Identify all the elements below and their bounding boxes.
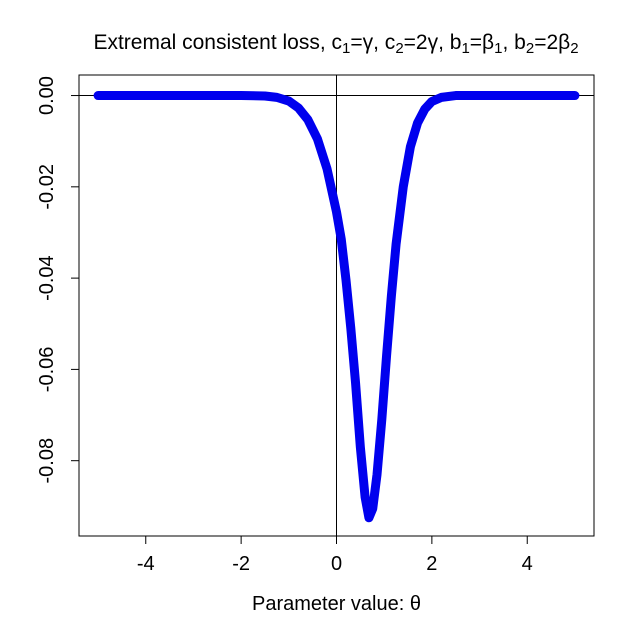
- title-segment: =2β: [534, 31, 570, 54]
- title-subscript: 2: [395, 40, 403, 57]
- x-tick-label: 0: [331, 553, 342, 575]
- y-axis: 0.00 -0.02 -0.04 -0.06 -0.08: [36, 76, 80, 484]
- title-subscript: 1: [461, 40, 469, 57]
- title-subscript: 1: [342, 40, 350, 57]
- title-segment: , b: [502, 31, 525, 54]
- y-tick-label: -0.08: [36, 438, 58, 484]
- title-segment: =β: [470, 31, 494, 54]
- x-tick-label: 2: [426, 553, 437, 575]
- y-tick-label: -0.06: [36, 347, 58, 393]
- title-subscript: 1: [494, 40, 502, 57]
- title-segment: =2γ, b: [404, 31, 462, 54]
- y-tick-label: -0.04: [36, 255, 58, 301]
- title-subscript: 2: [526, 40, 534, 57]
- x-tick-label: 4: [522, 553, 533, 575]
- x-axis: -4 -2 0 2 4: [137, 535, 533, 575]
- series-layer: [93, 91, 580, 523]
- y-tick-label: -0.02: [36, 164, 58, 210]
- x-tick-label: -2: [232, 553, 250, 575]
- y-tick-label: 0.00: [36, 76, 58, 115]
- reference-lines: [79, 75, 594, 536]
- title-subscript: 2: [570, 40, 578, 57]
- x-tick-label: -4: [137, 553, 155, 575]
- chart-title: Extremal consistent loss, c1=γ, c2=2γ, b…: [93, 31, 578, 57]
- title-segment: =γ, c: [350, 31, 395, 54]
- title-segment: Extremal consistent loss, c: [93, 31, 342, 54]
- x-axis-label: Parameter value: θ: [252, 593, 421, 615]
- loss-curve: [93, 91, 580, 523]
